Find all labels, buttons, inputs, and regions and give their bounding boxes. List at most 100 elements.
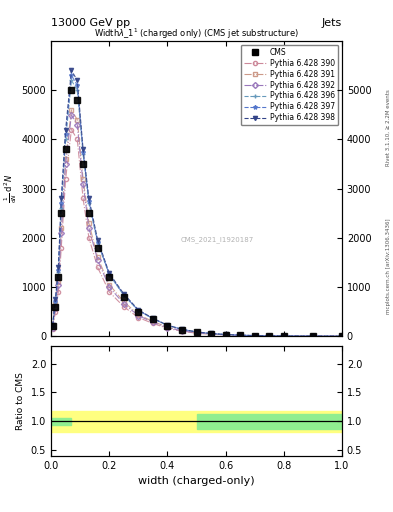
Pythia 6.428 396 — [107, 272, 112, 278]
Pythia 6.428 392 — [63, 161, 68, 167]
Pythia 6.428 398 — [53, 296, 58, 303]
CMS — [223, 332, 228, 338]
Pythia 6.428 391 — [53, 301, 58, 307]
Pythia 6.428 398 — [238, 332, 242, 338]
Pythia 6.428 392 — [121, 301, 126, 307]
Pythia 6.428 397 — [81, 148, 85, 155]
Pythia 6.428 391 — [194, 330, 199, 336]
Pythia 6.428 392 — [95, 257, 100, 263]
Pythia 6.428 397 — [56, 267, 61, 273]
Pythia 6.428 391 — [136, 311, 141, 317]
Pythia 6.428 390 — [59, 245, 64, 251]
Pythia 6.428 392 — [69, 112, 74, 118]
Pythia 6.428 397 — [53, 297, 58, 304]
Text: CMS_2021_I1920187: CMS_2021_I1920187 — [180, 237, 253, 244]
Pythia 6.428 396 — [56, 269, 61, 275]
Pythia 6.428 398 — [165, 322, 170, 328]
CMS — [86, 210, 91, 216]
CMS — [310, 333, 315, 339]
Bar — [51, 411, 342, 432]
Pythia 6.428 390 — [50, 326, 55, 332]
Pythia 6.428 390 — [95, 264, 100, 270]
Pythia 6.428 391 — [151, 318, 155, 325]
Pythia 6.428 398 — [50, 323, 55, 329]
Pythia 6.428 396 — [194, 329, 199, 335]
Pythia 6.428 390 — [75, 136, 80, 142]
Pythia 6.428 390 — [267, 333, 272, 339]
Pythia 6.428 397 — [95, 239, 100, 245]
Pythia 6.428 397 — [238, 332, 242, 338]
Y-axis label: $\mathrm{d}N$ / $\mathrm{d}p_T$ $\mathrm{d}\lambda$
$\frac{1}{\mathrm{d}N}$ $\ma: $\mathrm{d}N$ / $\mathrm{d}p_T$ $\mathrm… — [0, 164, 19, 212]
Pythia 6.428 396 — [151, 316, 155, 322]
Pythia 6.428 390 — [121, 304, 126, 310]
Pythia 6.428 392 — [310, 333, 315, 339]
Pythia 6.428 392 — [151, 319, 155, 325]
Line: Pythia 6.428 396: Pythia 6.428 396 — [50, 78, 344, 338]
Pythia 6.428 398 — [136, 307, 141, 313]
Pythia 6.428 390 — [69, 126, 74, 133]
Pythia 6.428 396 — [209, 330, 213, 336]
Line: CMS: CMS — [50, 88, 345, 339]
Pythia 6.428 392 — [107, 284, 112, 290]
Pythia 6.428 398 — [151, 315, 155, 322]
Pythia 6.428 398 — [56, 264, 61, 270]
Y-axis label: Ratio to CMS: Ratio to CMS — [16, 372, 25, 430]
Pythia 6.428 398 — [209, 330, 213, 336]
CMS — [180, 327, 184, 333]
Pythia 6.428 391 — [86, 220, 91, 226]
Pythia 6.428 392 — [75, 121, 80, 127]
Pythia 6.428 392 — [340, 333, 344, 339]
Pythia 6.428 398 — [267, 333, 272, 339]
Pythia 6.428 397 — [107, 271, 112, 278]
Pythia 6.428 390 — [223, 332, 228, 338]
Pythia 6.428 398 — [86, 196, 91, 202]
Pythia 6.428 392 — [165, 325, 170, 331]
Pythia 6.428 391 — [63, 156, 68, 162]
Pythia 6.428 391 — [107, 282, 112, 288]
Pythia 6.428 397 — [165, 322, 170, 328]
Bar — [196, 414, 342, 429]
Pythia 6.428 391 — [267, 333, 272, 339]
Line: Pythia 6.428 398: Pythia 6.428 398 — [50, 69, 344, 338]
Pythia 6.428 391 — [75, 117, 80, 123]
Pythia 6.428 396 — [340, 333, 344, 339]
Line: Pythia 6.428 390: Pythia 6.428 390 — [50, 127, 344, 338]
CMS — [165, 323, 170, 329]
Line: Pythia 6.428 391: Pythia 6.428 391 — [50, 108, 344, 338]
Pythia 6.428 396 — [86, 200, 91, 206]
Pythia 6.428 391 — [59, 225, 64, 231]
Pythia 6.428 391 — [180, 328, 184, 334]
Pythia 6.428 398 — [95, 237, 100, 243]
Pythia 6.428 392 — [56, 282, 61, 288]
Line: Pythia 6.428 397: Pythia 6.428 397 — [50, 73, 344, 338]
Pythia 6.428 396 — [121, 292, 126, 298]
Line: Pythia 6.428 392: Pythia 6.428 392 — [50, 113, 344, 338]
Pythia 6.428 397 — [69, 72, 74, 78]
Pythia 6.428 392 — [194, 330, 199, 336]
Pythia 6.428 398 — [107, 270, 112, 276]
CMS — [121, 294, 126, 300]
Pythia 6.428 392 — [50, 325, 55, 331]
Pythia 6.428 398 — [223, 331, 228, 337]
Pythia 6.428 397 — [180, 326, 184, 332]
Pythia 6.428 390 — [340, 333, 344, 339]
Pythia 6.428 398 — [59, 196, 64, 202]
Pythia 6.428 396 — [69, 77, 74, 83]
Pythia 6.428 396 — [53, 298, 58, 305]
Pythia 6.428 398 — [340, 333, 344, 339]
Pythia 6.428 390 — [53, 309, 58, 315]
Pythia 6.428 398 — [252, 332, 257, 338]
Pythia 6.428 390 — [86, 234, 91, 241]
Legend: CMS, Pythia 6.428 390, Pythia 6.428 391, Pythia 6.428 392, Pythia 6.428 396, Pyt: CMS, Pythia 6.428 390, Pythia 6.428 391,… — [241, 45, 338, 125]
Text: Jets: Jets — [321, 18, 342, 28]
Pythia 6.428 396 — [59, 205, 64, 211]
Pythia 6.428 390 — [209, 331, 213, 337]
Pythia 6.428 397 — [209, 330, 213, 336]
Pythia 6.428 397 — [267, 333, 272, 339]
Pythia 6.428 390 — [238, 332, 242, 338]
Pythia 6.428 397 — [151, 315, 155, 322]
Pythia 6.428 391 — [50, 324, 55, 330]
Pythia 6.428 398 — [121, 291, 126, 297]
Pythia 6.428 397 — [86, 198, 91, 204]
Pythia 6.428 390 — [252, 333, 257, 339]
